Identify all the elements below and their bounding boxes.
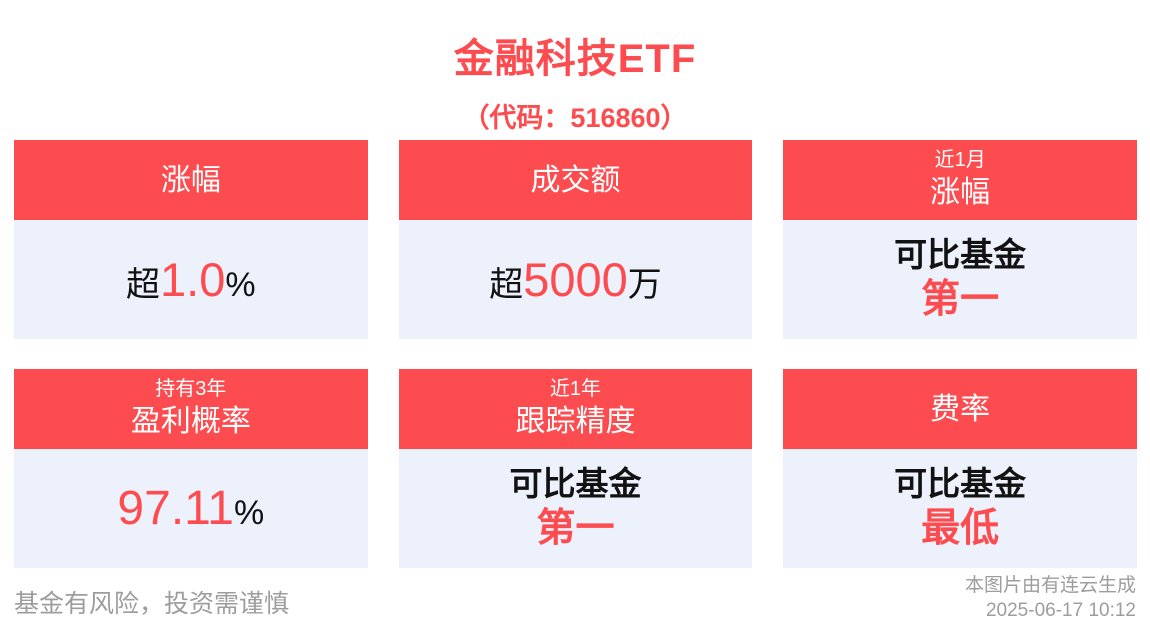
value-highlight: 5000 bbox=[523, 253, 628, 306]
credit-timestamp: 2025-06-17 10:12 bbox=[985, 600, 1136, 622]
card-header-title: 跟踪精度 bbox=[515, 405, 636, 438]
value-prefix: 超 bbox=[126, 266, 161, 304]
generation-credit: 本图片由有连云生成 2025-06-17 10:12 bbox=[965, 573, 1136, 624]
card-3y-profit-probability: 持有3年 盈利概率 97.11% bbox=[14, 369, 368, 568]
value-suffix: % bbox=[225, 266, 256, 304]
card-daily-change: 涨幅 超1.0% bbox=[14, 140, 368, 339]
value-line: 97.11% bbox=[117, 481, 264, 536]
card-header-title: 涨幅 bbox=[930, 176, 991, 209]
card-header-title: 盈利概率 bbox=[130, 405, 251, 438]
credit-source: 本图片由有连云生成 bbox=[964, 574, 1136, 596]
page-title: 金融科技ETF bbox=[453, 37, 697, 81]
card-header: 成交额 bbox=[398, 140, 753, 220]
value-suffix: 万 bbox=[627, 266, 662, 304]
card-header: 涨幅 bbox=[14, 140, 368, 220]
card-fee-rate: 费率 可比基金 最低 bbox=[783, 369, 1137, 568]
card-header-sub: 近1年 bbox=[549, 378, 602, 400]
card-value: 超5000万 bbox=[398, 220, 753, 339]
card-value: 可比基金 第一 bbox=[398, 449, 753, 568]
card-turnover: 成交额 超5000万 bbox=[398, 140, 753, 339]
card-header: 近1年 跟踪精度 bbox=[398, 369, 753, 449]
value-line: 超1.0% bbox=[126, 252, 256, 307]
card-header: 近1月 涨幅 bbox=[783, 140, 1137, 220]
card-1y-tracking-precision: 近1年 跟踪精度 可比基金 第一 bbox=[398, 369, 753, 568]
value-top: 可比基金 bbox=[894, 236, 1027, 274]
footer: 基金有风险，投资需谨慎 本图片由有连云生成 2025-06-17 10:12 bbox=[14, 573, 1136, 624]
card-value: 可比基金 第一 bbox=[783, 220, 1137, 339]
card-header-title: 成交额 bbox=[530, 163, 621, 197]
value-bottom: 第一 bbox=[921, 277, 1000, 321]
card-header-sub: 近1月 bbox=[934, 149, 986, 171]
card-value: 超1.0% bbox=[14, 220, 368, 339]
value-highlight: 97.11 bbox=[117, 482, 234, 535]
value-bottom: 第一 bbox=[536, 506, 615, 550]
card-header-sub: 持有3年 bbox=[155, 378, 227, 400]
card-header: 费率 bbox=[783, 369, 1137, 449]
value-top: 可比基金 bbox=[509, 465, 642, 503]
value-highlight: 1.0 bbox=[160, 253, 226, 306]
risk-disclaimer: 基金有风险，投资需谨慎 bbox=[14, 590, 290, 618]
fund-code-subtitle: （代码：516860） bbox=[462, 103, 688, 133]
card-1m-change-rank: 近1月 涨幅 可比基金 第一 bbox=[783, 140, 1137, 339]
stats-grid: 涨幅 超1.0% 成交额 超5000万 近1月 涨幅 bbox=[14, 140, 1137, 568]
value-prefix: 超 bbox=[489, 266, 524, 304]
value-suffix: % bbox=[233, 494, 265, 532]
card-value: 97.11% bbox=[14, 449, 368, 568]
card-header-title: 费率 bbox=[930, 392, 991, 426]
card-value: 可比基金 最低 bbox=[783, 449, 1137, 568]
card-header-title: 涨幅 bbox=[160, 163, 221, 197]
value-top: 可比基金 bbox=[894, 465, 1027, 503]
card-header: 持有3年 盈利概率 bbox=[14, 369, 368, 449]
value-line: 超5000万 bbox=[489, 252, 662, 307]
value-bottom: 最低 bbox=[921, 506, 1000, 550]
